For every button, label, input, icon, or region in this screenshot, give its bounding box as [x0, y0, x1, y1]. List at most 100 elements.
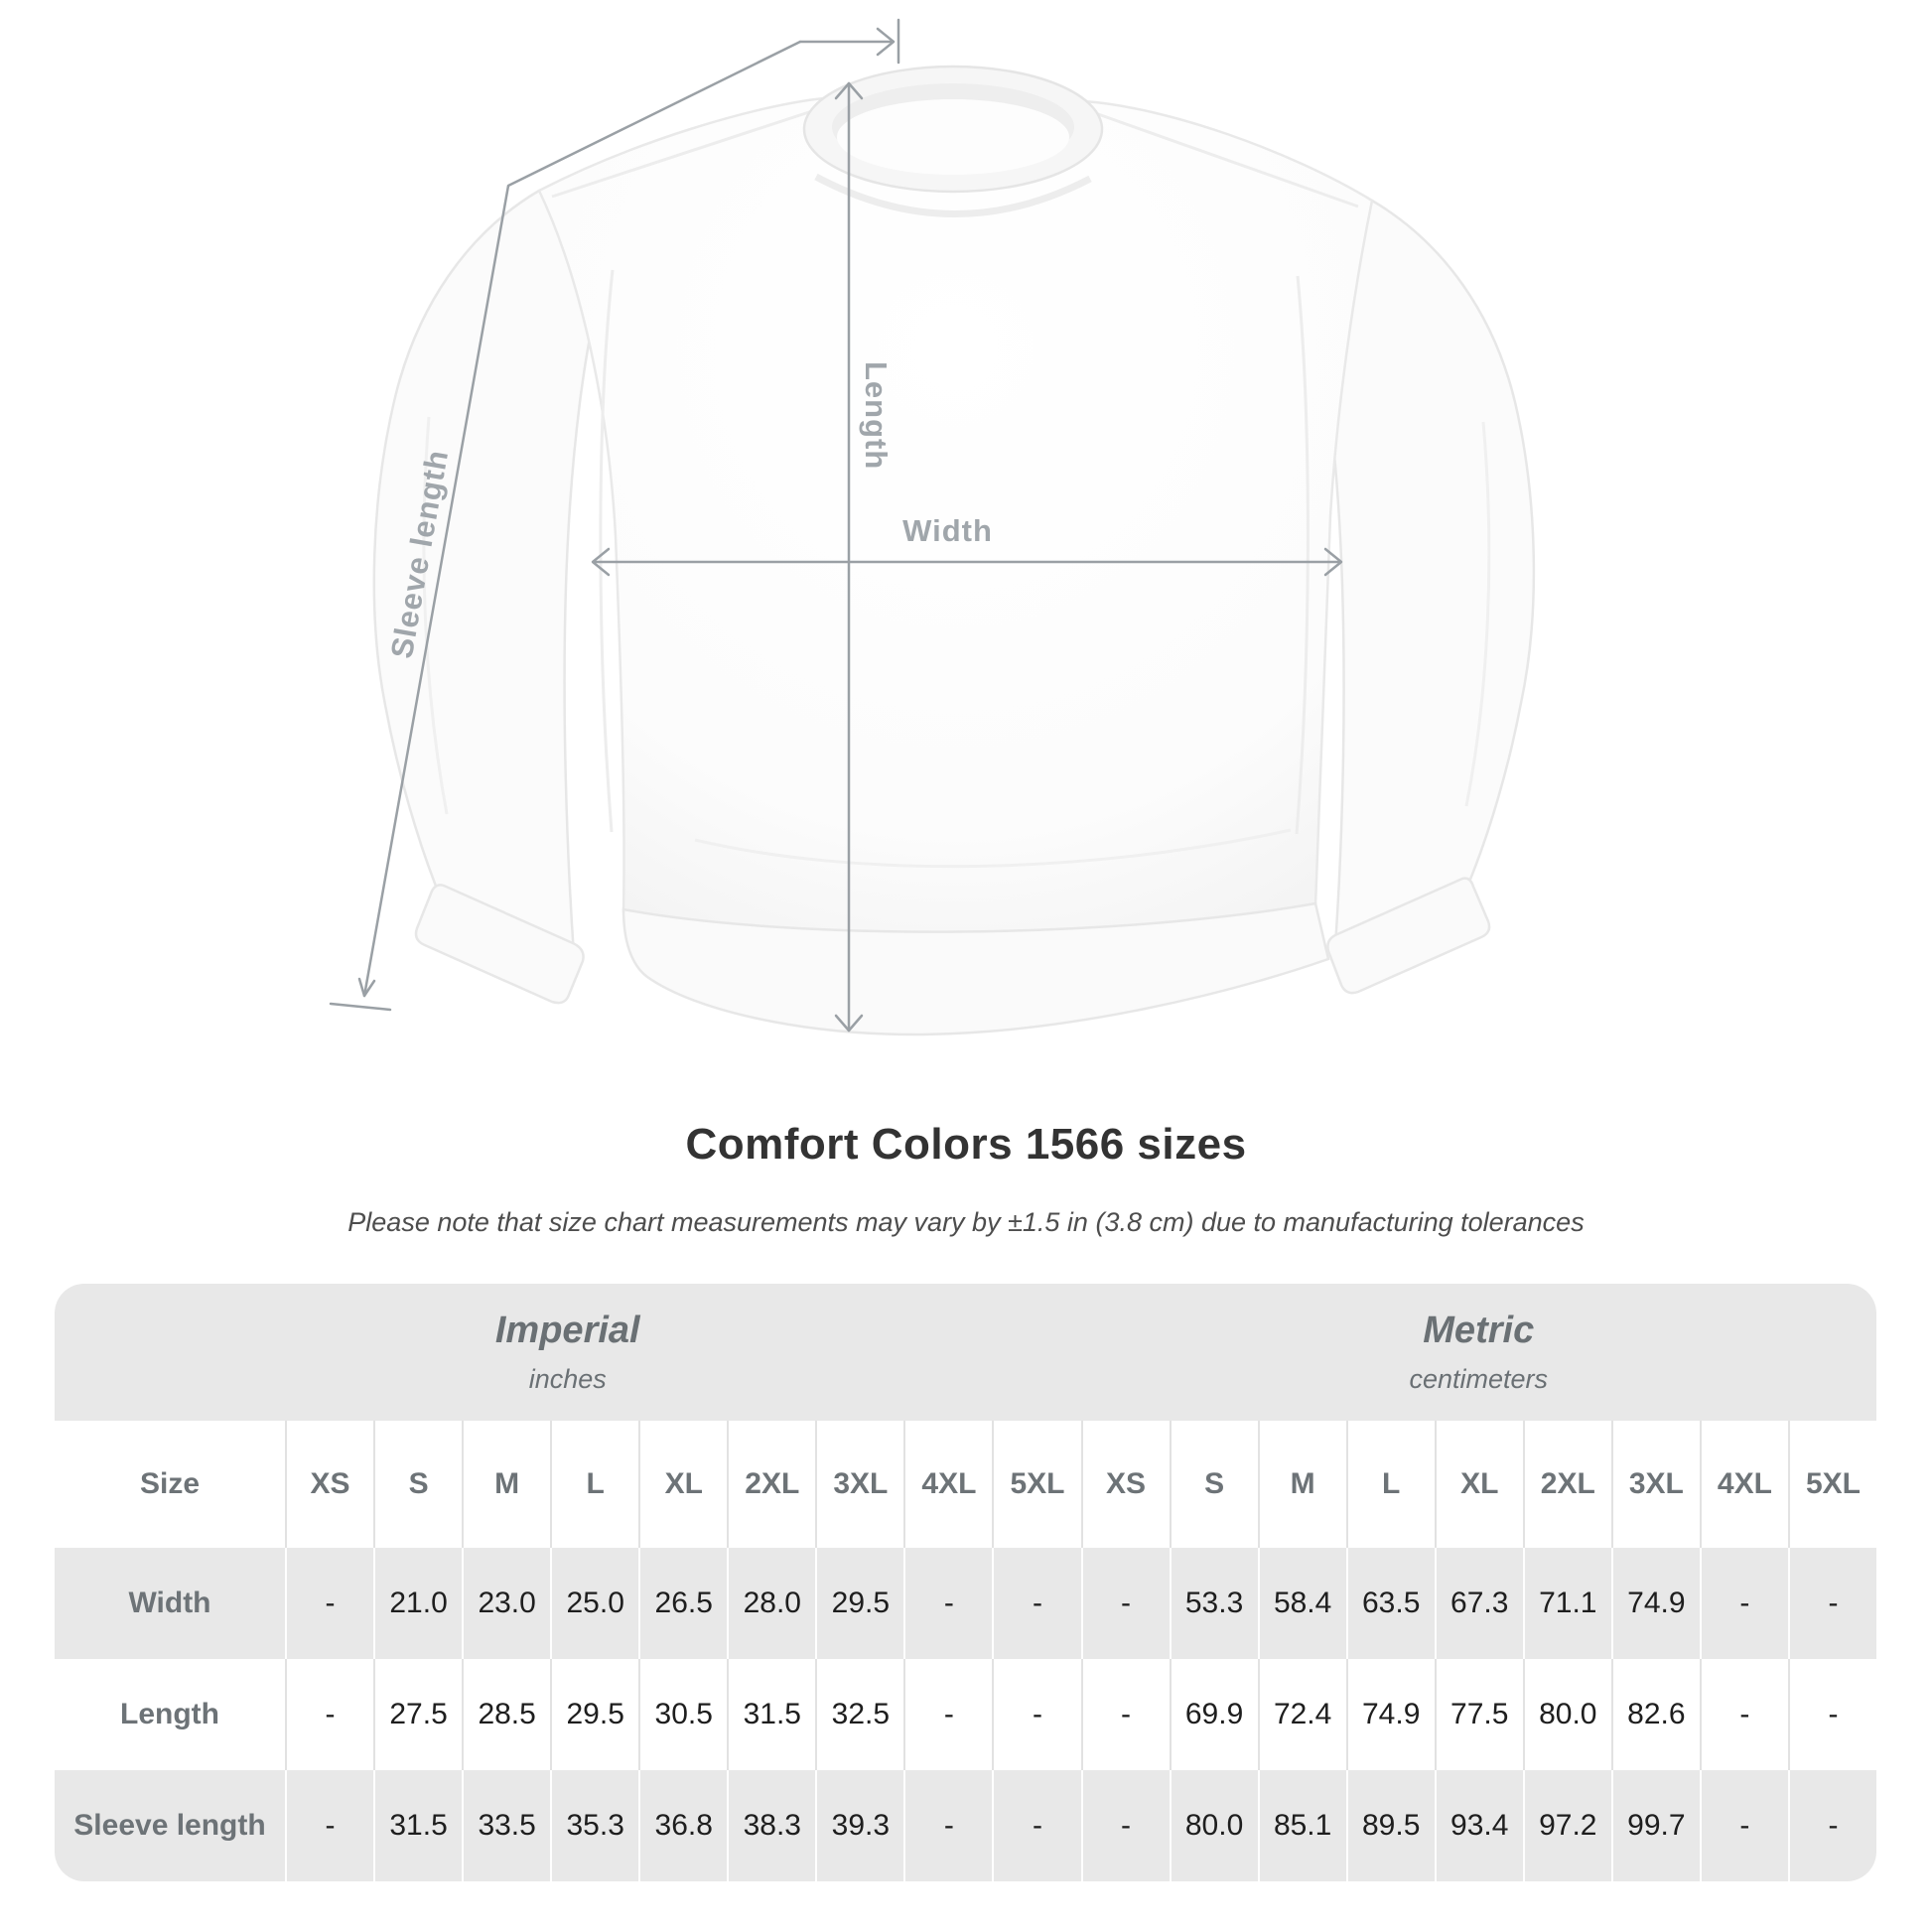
value-cell: 99.7	[1610, 1770, 1700, 1881]
value-cell: -	[1080, 1548, 1170, 1659]
value-cell: 21.0	[373, 1548, 462, 1659]
imperial-unit: inches	[528, 1364, 607, 1394]
value-cell: 53.3	[1169, 1548, 1258, 1659]
cuffs	[414, 877, 1491, 1005]
tolerance-note: Please note that size chart measurements…	[347, 1207, 1585, 1237]
size-header-metric-2xl: 2XL	[1522, 1421, 1611, 1548]
size-header-metric-xs: XS	[1080, 1421, 1170, 1548]
size-header-imperial-m: M	[462, 1421, 550, 1548]
size-column-header: Size	[139, 1467, 201, 1500]
measurement-diagram: Length Width Sleeve length	[329, 18, 1536, 1036]
value-cell: 35.3	[550, 1770, 638, 1881]
value-cell: 93.4	[1434, 1770, 1523, 1881]
value-cell: 89.5	[1345, 1770, 1435, 1881]
value-cell: -	[1080, 1659, 1170, 1770]
value-cell: 33.5	[462, 1770, 550, 1881]
size-header-metric-3xl: 3XL	[1610, 1421, 1700, 1548]
value-cell: -	[285, 1770, 373, 1881]
size-header-metric-s: S	[1169, 1421, 1258, 1548]
size-header-metric-4xl: 4XL	[1699, 1421, 1788, 1548]
page-title: Comfort Colors 1566 sizes	[685, 1120, 1247, 1169]
value-cell: 80.0	[1522, 1659, 1611, 1770]
value-cell: -	[992, 1548, 1080, 1659]
value-cell: -	[992, 1770, 1080, 1881]
value-cell: -	[992, 1659, 1080, 1770]
size-header-imperial-4xl: 4XL	[903, 1421, 992, 1548]
right-cuff	[1326, 877, 1491, 995]
imperial-section-header: Imperial inches	[55, 1284, 1081, 1421]
size-header-imperial-xs: XS	[285, 1421, 373, 1548]
value-cell: 39.3	[815, 1770, 903, 1881]
unit-section-row: Imperial inches Metric centimeters	[55, 1284, 1876, 1421]
value-cell: -	[1787, 1659, 1876, 1770]
size-header-imperial-l: L	[550, 1421, 638, 1548]
metric-title: Metric	[1423, 1310, 1535, 1351]
value-cell: 32.5	[815, 1659, 903, 1770]
measurement-lines	[329, 18, 1343, 1033]
value-cell: 29.5	[550, 1659, 638, 1770]
size-header-imperial-2xl: 2XL	[727, 1421, 815, 1548]
table-row-sleeve-length: Sleeve length - 31.5 33.5 35.3 36.8 38.3…	[55, 1770, 1876, 1881]
value-cell: -	[1787, 1770, 1876, 1881]
size-header-imperial-5xl: 5XL	[992, 1421, 1080, 1548]
value-cell: 25.0	[550, 1548, 638, 1659]
value-cell: -	[1787, 1548, 1876, 1659]
value-cell: 29.5	[815, 1548, 903, 1659]
value-cell: -	[285, 1548, 373, 1659]
value-cell: 71.1	[1522, 1548, 1611, 1659]
length-label: Length	[859, 361, 894, 471]
imperial-title: Imperial	[494, 1310, 640, 1351]
size-header-row: Size XS S M L XL 2XL 3XL 4XL 5XL XS S M …	[55, 1421, 1876, 1548]
value-cell: 67.3	[1434, 1548, 1523, 1659]
value-cell: 31.5	[727, 1659, 815, 1770]
value-cell: 85.1	[1257, 1770, 1346, 1881]
seams-and-folds	[422, 105, 1491, 869]
value-cell: 82.6	[1610, 1659, 1700, 1770]
value-cell: 26.5	[638, 1548, 727, 1659]
value-cell: 72.4	[1257, 1659, 1346, 1770]
hem-band	[621, 901, 1330, 1036]
size-header-metric-xl: XL	[1434, 1421, 1523, 1548]
value-cell: 28.0	[727, 1548, 815, 1659]
size-header-metric-5xl: 5XL	[1787, 1421, 1876, 1548]
size-header-metric-l: L	[1345, 1421, 1435, 1548]
value-cell: 63.5	[1345, 1548, 1435, 1659]
value-cell: 30.5	[638, 1659, 727, 1770]
value-cell: 31.5	[373, 1770, 462, 1881]
value-cell: 28.5	[462, 1659, 550, 1770]
value-cell: -	[903, 1770, 992, 1881]
value-cell: 27.5	[373, 1659, 462, 1770]
size-header-metric-m: M	[1257, 1421, 1346, 1548]
size-header-imperial-xl: XL	[638, 1421, 727, 1548]
value-cell: 74.9	[1610, 1548, 1700, 1659]
row-label: Sleeve length	[73, 1809, 266, 1842]
value-cell: 36.8	[638, 1770, 727, 1881]
value-cell: -	[1699, 1770, 1788, 1881]
metric-section-header: Metric centimeters	[1081, 1284, 1877, 1421]
value-cell: -	[1699, 1548, 1788, 1659]
value-cell: 77.5	[1434, 1659, 1523, 1770]
value-cell: 69.9	[1169, 1659, 1258, 1770]
value-cell: 97.2	[1522, 1770, 1611, 1881]
size-header-imperial-s: S	[373, 1421, 462, 1548]
value-cell: 58.4	[1257, 1548, 1346, 1659]
row-label: Width	[128, 1587, 211, 1619]
value-cell: -	[903, 1548, 992, 1659]
value-cell: -	[1080, 1770, 1170, 1881]
value-cell: -	[903, 1659, 992, 1770]
table-row-width: Width - 21.0 23.0 25.0 26.5 28.0 29.5 - …	[55, 1548, 1876, 1659]
value-cell: -	[285, 1659, 373, 1770]
table-row-length: Length - 27.5 28.5 29.5 30.5 31.5 32.5 -…	[55, 1659, 1876, 1770]
size-header-imperial-3xl: 3XL	[815, 1421, 903, 1548]
row-label: Length	[120, 1698, 219, 1730]
value-cell: 38.3	[727, 1770, 815, 1881]
value-cell: 74.9	[1345, 1659, 1435, 1770]
left-cuff	[414, 884, 585, 1005]
collar	[802, 65, 1104, 217]
value-cell: -	[1699, 1659, 1788, 1770]
size-table: Imperial inches Metric centimeters Size …	[55, 1284, 1876, 1881]
value-cell: 23.0	[462, 1548, 550, 1659]
metric-unit: centimeters	[1409, 1364, 1549, 1394]
value-cell: 80.0	[1169, 1770, 1258, 1881]
